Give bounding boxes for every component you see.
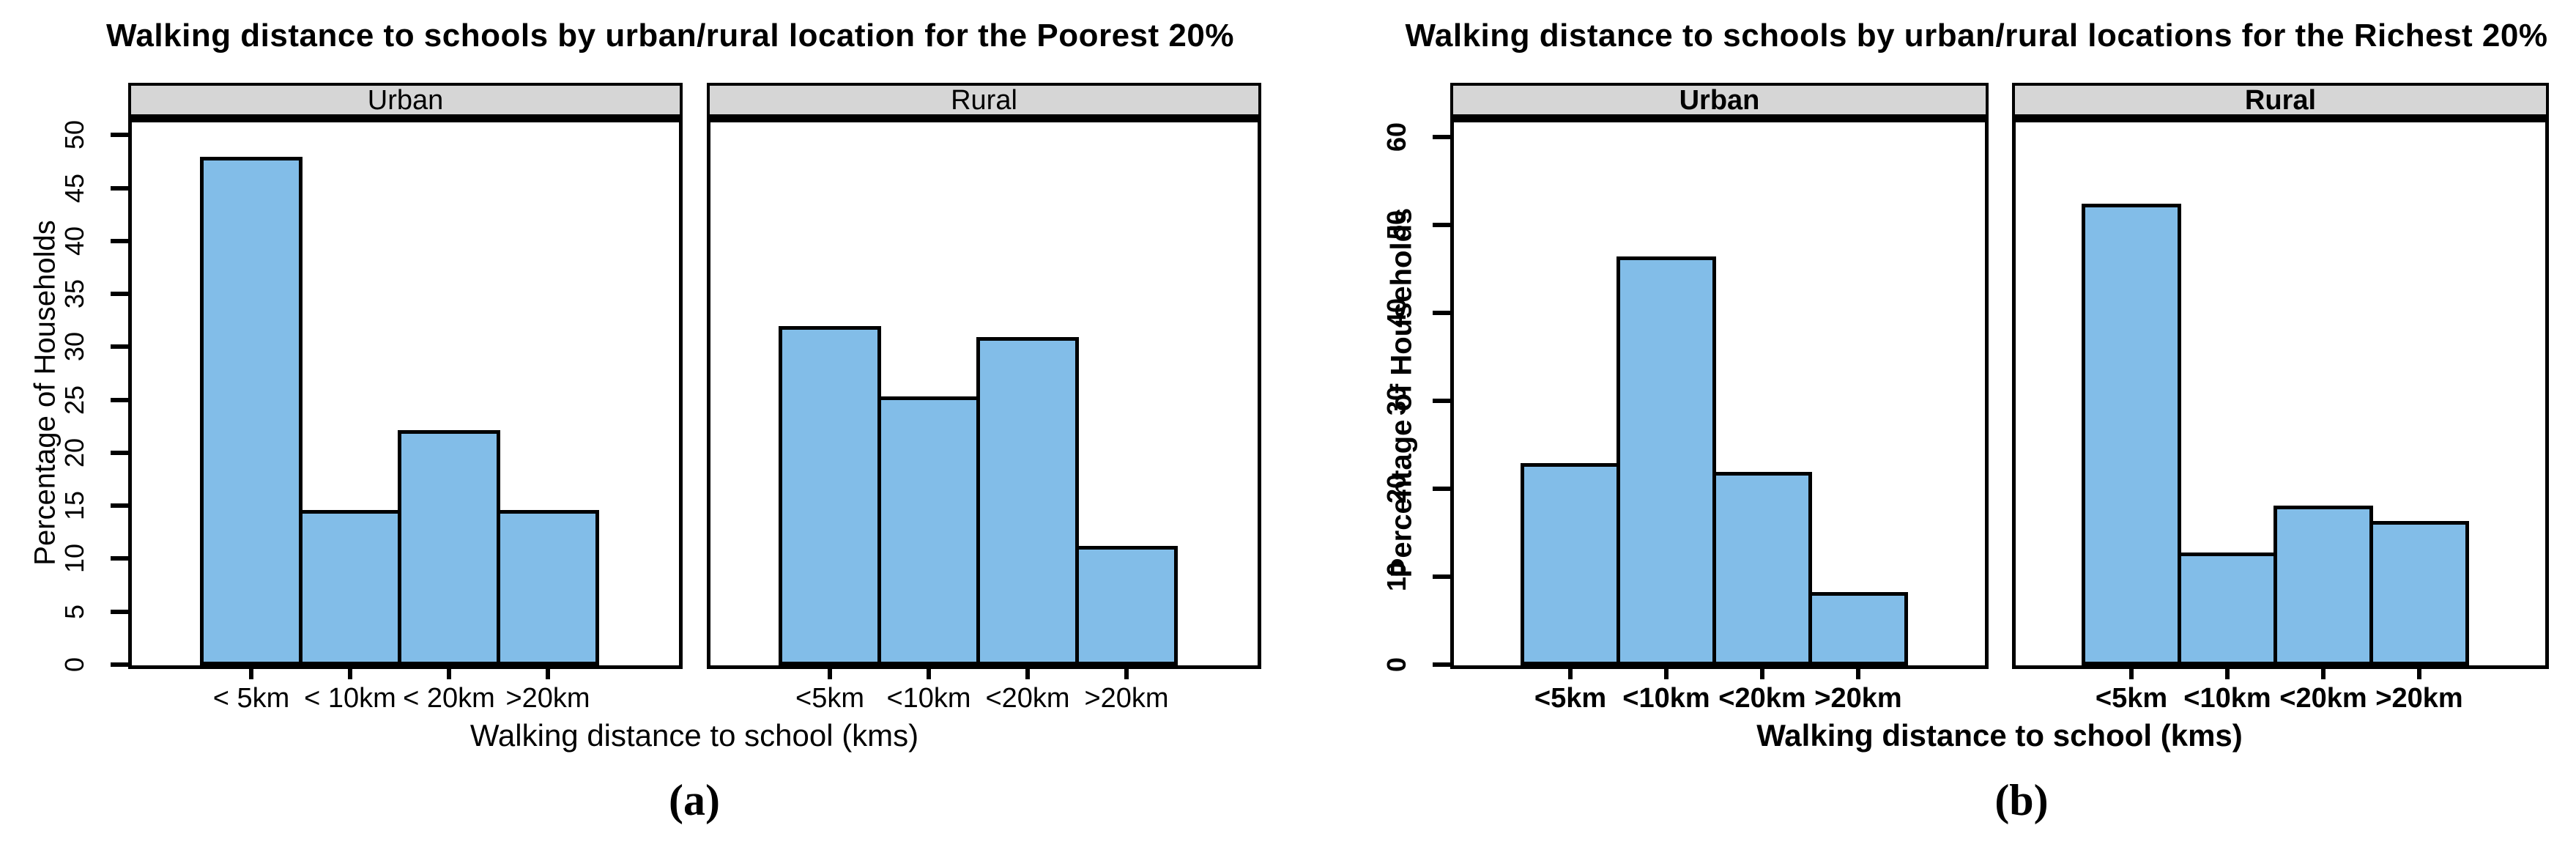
bar-urban->20km: [497, 510, 599, 665]
y-tick-mark: [111, 397, 128, 402]
figure-caption-a: (a): [669, 776, 720, 824]
x-tick-label: <20km: [1718, 683, 1806, 714]
x-tick-label: <10km: [886, 683, 971, 714]
panel-strip-label: Urban: [367, 84, 444, 116]
panel-strip: Urban: [128, 83, 683, 117]
plot-area: [1450, 117, 1989, 669]
plot-area: [128, 117, 683, 669]
x-tick-label: <20km: [985, 683, 1070, 714]
y-tick-label: 0: [1381, 657, 1411, 673]
y-tick-mark: [1433, 135, 1450, 140]
y-tick-mark: [111, 238, 128, 243]
x-tick-label: >20km: [505, 683, 590, 714]
y-tick-label: 50: [1381, 210, 1411, 240]
x-tick-mark: [447, 669, 451, 679]
bar-rural-<20km: [976, 337, 1079, 665]
y-tick-label: 40: [1381, 298, 1411, 328]
x-tick-label: <10km: [1622, 683, 1710, 714]
x-tick-label: <5km: [795, 683, 864, 714]
y-tick-mark: [111, 133, 128, 138]
figure-caption-b: (b): [1994, 776, 2049, 824]
bar-rural->20km: [1075, 546, 1178, 665]
y-tick-mark: [111, 292, 128, 297]
y-tick-mark: [1433, 223, 1450, 228]
y-tick-mark: [111, 609, 128, 614]
x-tick-mark: [1124, 669, 1129, 679]
y-tick-mark: [111, 662, 128, 667]
y-tick-label: 60: [1381, 122, 1411, 152]
bar-rural-<10km: [2178, 553, 2277, 665]
x-tick-mark: [2225, 669, 2230, 679]
plot-area: [707, 117, 1261, 669]
x-tick-label: < 5km: [212, 683, 290, 714]
x-tick-mark: [2417, 669, 2421, 679]
bar-rural-<20km: [2274, 506, 2373, 665]
x-tick-mark: [1760, 669, 1764, 679]
x-tick-label: <10km: [2183, 683, 2271, 714]
y-tick-mark: [111, 556, 128, 561]
bar-urban-< 10km: [299, 510, 401, 665]
x-tick-mark: [927, 669, 931, 679]
y-tick-mark: [111, 503, 128, 509]
y-tick-mark: [111, 450, 128, 455]
x-tick-label: < 10km: [304, 683, 396, 714]
x-tick-mark: [1568, 669, 1573, 679]
y-tick-mark: [1433, 487, 1450, 492]
bar-rural->20km: [2369, 521, 2469, 665]
y-tick-mark: [1433, 311, 1450, 316]
y-tick-label: 10: [1381, 562, 1411, 592]
panel-strip-label: Rural: [951, 84, 1017, 116]
y-tick-label: 20: [1381, 474, 1411, 504]
x-tick-mark: [348, 669, 352, 679]
x-tick-mark: [1664, 669, 1669, 679]
x-tick-mark: [1856, 669, 1860, 679]
bar-urban-<10km: [1617, 256, 1716, 665]
x-axis-label: Walking distance to school (kms): [1756, 718, 2243, 753]
y-tick-mark: [1433, 399, 1450, 404]
x-tick-label: >20km: [2375, 683, 2463, 714]
y-tick-label: 30: [1381, 386, 1411, 416]
bar-urban-<20km: [1712, 472, 1812, 665]
x-tick-mark: [249, 669, 253, 679]
panel-strip-label: Urban: [1679, 84, 1760, 116]
bar-rural-<5km: [779, 326, 881, 665]
bar-urban->20km: [1808, 592, 1908, 665]
y-tick-mark: [1433, 574, 1450, 580]
y-tick-mark: [111, 344, 128, 350]
x-tick-mark: [546, 669, 550, 679]
panel-strip: Urban: [1450, 83, 1989, 117]
plot-area: [2012, 117, 2549, 669]
x-tick-label: <20km: [2279, 683, 2367, 714]
y-tick-mark: [111, 185, 128, 191]
x-tick-label: >20km: [1084, 683, 1169, 714]
chart-title: Walking distance to schools by urban/rur…: [1405, 18, 2548, 53]
chart-title: Walking distance to schools by urban/rur…: [106, 18, 1234, 53]
x-tick-label: < 20km: [403, 683, 495, 714]
x-tick-mark: [828, 669, 832, 679]
panel-strip: Rural: [2012, 83, 2549, 117]
bar-urban-<5km: [1521, 463, 1620, 665]
chart-poorest-20: Walking distance to schools by urban/rur…: [29, 18, 1261, 824]
bar-rural-<10km: [877, 396, 980, 665]
x-axis-label: Walking distance to school (kms): [469, 718, 919, 753]
bar-urban-< 5km: [200, 157, 302, 665]
x-tick-mark: [2321, 669, 2326, 679]
panel-strip-label: Rural: [2244, 84, 2317, 116]
x-tick-label: <5km: [2095, 683, 2168, 714]
panel-strip: Rural: [707, 83, 1261, 117]
chart-richest-20: Walking distance to schools by urban/rur…: [1377, 0, 2576, 861]
bar-urban-< 20km: [398, 430, 500, 665]
x-tick-label: <5km: [1534, 683, 1607, 714]
y-tick-label: 50: [59, 120, 89, 150]
x-tick-mark: [2129, 669, 2134, 679]
x-tick-label: >20km: [1814, 683, 1902, 714]
y-tick-mark: [1433, 662, 1450, 667]
bar-rural-<5km: [2082, 204, 2181, 665]
x-tick-mark: [1025, 669, 1030, 679]
